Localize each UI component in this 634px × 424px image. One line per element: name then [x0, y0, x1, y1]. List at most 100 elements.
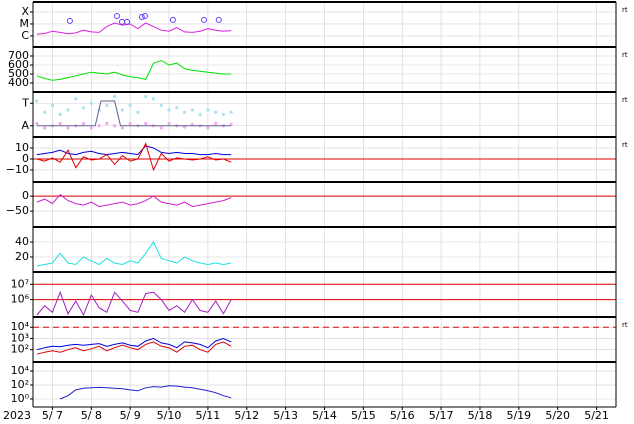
data-line [36, 142, 232, 172]
x-tick-label: 5/13 [273, 409, 298, 422]
panel-tag: rt [622, 141, 628, 149]
data-dot [229, 110, 233, 114]
data-dot [66, 126, 70, 130]
x-tick-label: 5/17 [429, 409, 454, 422]
x-tick-label: 5/14 [312, 409, 337, 422]
data-dot [128, 103, 132, 108]
x-tick-label: 5/11 [196, 409, 221, 422]
data-dot [89, 101, 93, 105]
data-dot [81, 106, 86, 110]
y-tick-label: −10 [6, 163, 29, 176]
event-marker [169, 16, 176, 23]
y-tick-label: 40 [15, 235, 29, 248]
data-dot [120, 108, 124, 112]
x-tick-label: 5/16 [390, 409, 415, 422]
data-dot [206, 126, 210, 130]
data-dot [81, 121, 86, 126]
x-tick-label: 5/18 [468, 409, 493, 422]
y-tick-label: 10² [11, 343, 29, 356]
data-dot [120, 126, 124, 130]
data-dot [66, 108, 70, 112]
data-dot [167, 121, 171, 126]
data-dot [35, 99, 39, 103]
data-line [36, 341, 232, 355]
x-tick-label: 5/12 [234, 409, 259, 422]
data-dot [175, 106, 179, 110]
data-dot [113, 94, 117, 99]
data-dot [97, 124, 101, 128]
data-dot [159, 126, 163, 130]
data-dot [182, 110, 187, 114]
y-tick-label: 10³ [11, 331, 29, 344]
y-tick-label: C [21, 29, 29, 42]
data-line [60, 385, 232, 400]
data-dot [229, 122, 233, 126]
y-tick-label: M [20, 17, 30, 30]
y-tick-label: 10⁴ [11, 364, 30, 377]
data-dot [206, 108, 210, 112]
y-tick-label: 10⁶ [11, 293, 30, 306]
data-dot [221, 112, 226, 117]
data-dot [198, 112, 202, 117]
y-tick-label: −50 [6, 204, 29, 217]
data-line [36, 22, 232, 35]
event-marker [138, 14, 145, 21]
y-tick-label: 0 [22, 189, 29, 202]
x-tick-label: 5/21 [584, 409, 609, 422]
event-marker [141, 13, 148, 20]
data-dot [50, 103, 55, 108]
y-tick-label: T [21, 96, 29, 109]
event-marker [215, 16, 222, 23]
data-line [36, 290, 232, 317]
data-dot [105, 103, 109, 108]
event-marker [113, 13, 120, 20]
y-tick-label: 10⁴ [11, 320, 30, 333]
data-dot [144, 94, 148, 99]
y-tick-label: 500 [8, 67, 29, 80]
panel-tag: rt [622, 321, 628, 329]
data-line [36, 59, 232, 81]
x-tick-label: 5/19 [506, 409, 531, 422]
data-dot [144, 121, 148, 126]
y-tick-label: X [21, 5, 29, 18]
y-tick-label: 20 [15, 250, 29, 263]
event-marker [201, 16, 208, 23]
panel-tag: rt [622, 96, 628, 104]
data-dot [113, 124, 117, 128]
data-dot [58, 112, 62, 117]
data-line [36, 193, 232, 208]
data-line [36, 100, 232, 127]
panel-tag: rt [622, 6, 628, 14]
x-tick-label: 5/ 9 [120, 409, 141, 422]
data-dot [167, 108, 171, 112]
panel-tag: rt [622, 51, 628, 59]
data-dot [43, 126, 47, 130]
data-dot [74, 97, 78, 101]
data-line [36, 241, 232, 267]
x-tick-label: 5/10 [157, 409, 182, 422]
y-tick-label: 700 [8, 49, 29, 62]
y-tick-label: 600 [8, 58, 29, 71]
x-tick-label: 5/ 8 [81, 409, 102, 422]
data-dot [58, 121, 62, 126]
data-dot [136, 110, 140, 114]
data-dot [214, 110, 218, 114]
y-tick-label: 10⁰ [11, 392, 30, 405]
event-marker [66, 17, 73, 24]
data-dot [89, 126, 93, 130]
data-dot [151, 97, 156, 101]
x-tick-label: 5/ 7 [42, 409, 63, 422]
data-dot [35, 121, 39, 126]
y-tick-label: 10 [15, 141, 29, 154]
y-tick-label: 10² [11, 378, 29, 391]
data-dot [128, 121, 132, 126]
data-dot [190, 122, 194, 126]
x-tick-label: 5/15 [351, 409, 376, 422]
y-tick-label: 400 [8, 76, 29, 89]
x-tick-label: 5/20 [545, 409, 570, 422]
data-dot [190, 108, 194, 112]
y-tick-label: 10⁷ [11, 277, 29, 290]
data-dot [214, 121, 218, 126]
x-axis-year: 2023 [3, 409, 31, 422]
